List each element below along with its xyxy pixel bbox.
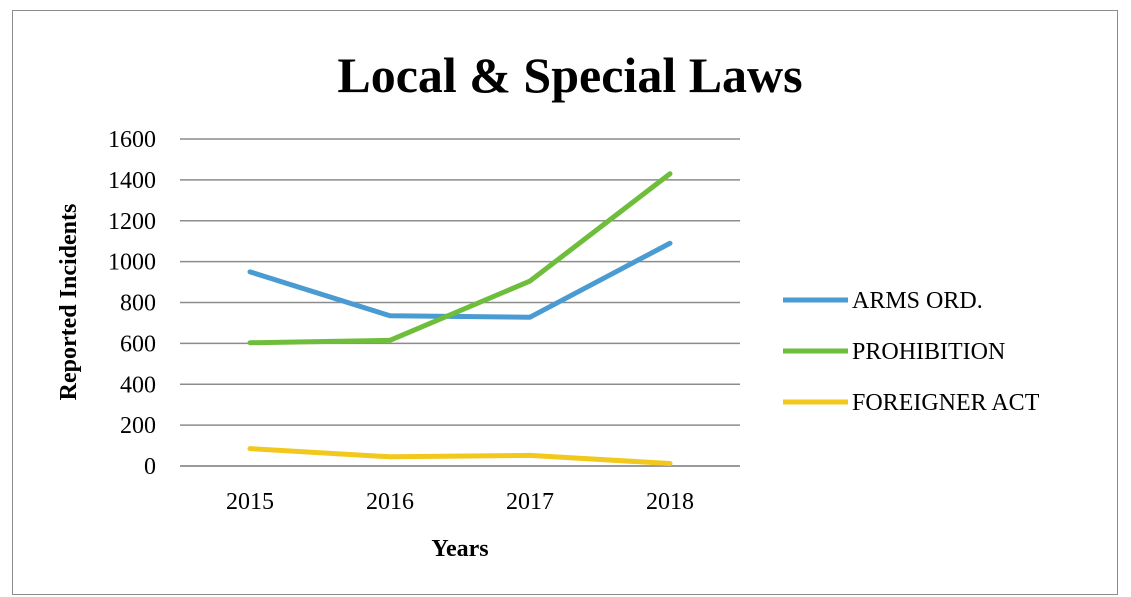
x-tick-label: 2015 (226, 489, 274, 515)
y-tick-label: 1600 (108, 127, 156, 153)
y-tick-label: 1400 (108, 168, 156, 194)
x-tick-label: 2016 (366, 489, 414, 515)
y-tick-label: 0 (144, 454, 156, 480)
y-tick-label: 1200 (108, 209, 156, 235)
chart-title: Local & Special Laws (337, 47, 802, 103)
legend: ARMS ORD. PROHIBITION FOREIGNER ACT (783, 288, 1040, 416)
y-axis-title: Reported Incidents (56, 204, 82, 401)
series-lines (247, 171, 673, 467)
series-line-1 (247, 171, 673, 346)
y-tick-labels: 0 200 400 600 800 1000 1200 1400 1600 (108, 127, 156, 480)
legend-label: FOREIGNER ACT (852, 390, 1040, 416)
x-axis-title: Years (431, 536, 488, 562)
gridlines (180, 138, 740, 467)
y-tick-label: 600 (120, 331, 156, 357)
legend-label: ARMS ORD. (852, 288, 983, 314)
x-tick-labels: 2015 2016 2017 2018 (226, 489, 694, 515)
series-line-0 (247, 240, 673, 320)
y-tick-label: 800 (120, 291, 156, 317)
y-tick-label: 1000 (108, 250, 156, 276)
series-line-2 (247, 446, 673, 467)
y-tick-label: 200 (120, 413, 156, 439)
y-tick-label: 400 (120, 372, 156, 398)
x-tick-label: 2018 (646, 489, 694, 515)
x-tick-label: 2017 (506, 489, 554, 515)
legend-label: PROHIBITION (852, 339, 1005, 365)
